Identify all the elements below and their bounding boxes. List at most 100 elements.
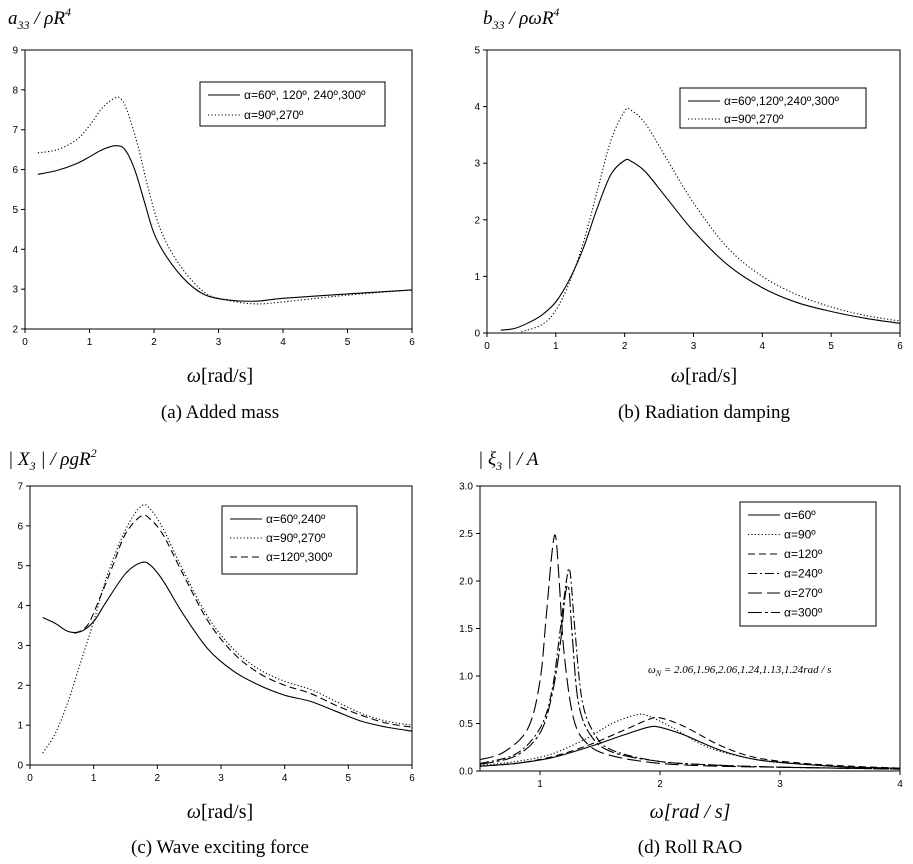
plot-a-xtick-label: 2 [151,337,157,348]
plot-c-xtick-label: 5 [346,773,352,784]
plot-d-series-5 [480,534,900,770]
plot-c-xtick-label: 0 [27,773,33,784]
panel-a-ylabel: a33 / ρR4 [8,5,71,32]
plot-c-ytick-label: 7 [17,482,23,493]
plot-layer: 0 1 2 3 4 5 6 2 3 4 5 6 7 8 9 α=60º, 120º, 240º,300º α=9… [12,46,903,791]
plot-d-legend-entry: α=270º [784,586,823,600]
plot-b-series-1 [500,158,900,331]
plot-b-xtick-label: 3 [691,341,697,352]
panel-a-xlabel: ω[rad/s] [187,365,253,387]
plot-d-legend: α=60º α=90º α=120º α=240º α=270º α=300º [739,501,877,627]
plot-c-ytick-label: 5 [17,561,23,572]
plot-a-xtick-label: 4 [280,337,286,348]
plot-a-ytick-label: 2 [12,325,18,336]
plot-a-ytick-label: 7 [12,125,18,136]
plot-d-legend-entry: α=60º [784,508,816,522]
plot-a: 0 1 2 3 4 5 6 2 3 4 5 6 7 8 9 α=60º, 120º, 240º,300º α=9… [12,46,415,349]
panel-c: | X3 | / ρgR2 ω[rad/s] (c) Wave exciting… [8,446,309,858]
plot-b-ytick-label: 2 [474,215,480,226]
plot-a-ytick-label: 6 [12,165,18,176]
plot-b-ytick-label: 3 [474,159,480,170]
panel-d-annotation: ωN = 2.06,1.96,2.06,1.24,1.13,1.24rad / … [648,664,831,678]
plot-b-ytick-label: 4 [474,102,480,113]
plot-b-xtick-label: 1 [553,341,559,352]
plot-b-ytick-label: 0 [474,329,480,340]
plot-b: 0 1 2 3 4 5 6 0 1 2 3 4 5 α=60º,120º,240º,300º α=90º,2… [474,46,903,353]
plot-a-ytick-label: 5 [12,205,18,216]
panel-b-ylabel: b33 / ρωR4 [483,5,559,32]
plot-c-ytick-label: 4 [17,601,23,612]
plot-d-series-1 [480,725,900,769]
plot-b-ytick-label: 1 [474,272,480,283]
panel-d-caption: (d) Roll RAO [638,837,743,858]
plot-d-ytick-label: 1.5 [459,624,473,635]
panel-a: a33 / ρR4 ω[rad/s] (a) Added mass [8,5,279,423]
panel-a-caption: (a) Added mass [161,402,279,423]
plot-a-ytick-label: 8 [12,85,18,96]
plot-c-series-2 [42,504,412,754]
plot-a-xtick-label: 6 [409,337,415,348]
plot-a-legend-entry: α=90º,270º [244,108,304,122]
plot-a-series-1 [37,145,412,302]
plot-a-ytick-label: 4 [12,245,18,256]
plot-d-legend-entry: α=300º [784,606,823,620]
plot-c-xtick-label: 1 [91,773,97,784]
plot-d-legend-entry: α=120º [784,547,823,561]
plot-c-series-1 [42,561,412,732]
panel-c-xlabel: ω[rad/s] [187,801,253,823]
plot-b-xtick-label: 6 [897,341,903,352]
plot-c-legend: α=60º,240º α=90º,270º α=120º,300º [221,505,358,575]
plot-c-legend-entry: α=90º,270º [266,531,326,545]
panel-b-xlabel: ω[rad/s] [671,365,737,387]
plot-a-legend: α=60º, 120º, 240º,300º α=90º,270º [199,81,386,127]
plot-d-ytick-label: 1.0 [459,672,473,683]
panel-d-xlabel: ω[rad / s] [650,801,731,823]
plot-d-ytick-label: 2.0 [459,577,473,588]
plot-a-xtick-label: 3 [216,337,222,348]
plot-c-ytick-label: 1 [17,721,23,732]
plot-b-xtick-label: 4 [760,341,766,352]
plot-c-series-3 [74,514,412,728]
plot-a-legend-box [199,81,386,127]
plot-b-ytick-label: 5 [474,46,480,57]
plot-a-xtick-label: 5 [345,337,351,348]
plot-c-legend-entry: α=60º,240º [266,512,326,526]
panel-d-ylabel: | ξ3 | / A [478,449,539,473]
plot-c-xtick-label: 4 [282,773,288,784]
plot-b-xtick-label: 5 [828,341,834,352]
plot-d-xtick-label: 2 [657,779,663,790]
plot-c-ytick-label: 2 [17,681,23,692]
plot-b-xtick-label: 0 [484,341,490,352]
panel-b-caption: (b) Radiation damping [618,402,791,423]
plot-a-ytick-label: 9 [12,46,18,57]
plot-b-legend-entry: α=90º,270º [724,112,784,126]
panel-b: b33 / ρωR4 ω[rad/s] (b) Radiation dampin… [483,5,791,423]
plot-d-xtick-label: 3 [777,779,783,790]
plot-c-xtick-label: 3 [218,773,224,784]
plot-a-series-2 [37,96,412,305]
plot-c-ytick-label: 3 [17,641,23,652]
plot-d-xtick-label: 4 [897,779,903,790]
panel-c-ylabel: | X3 | / ρgR2 [8,446,97,473]
plot-d-series-6 [480,584,900,770]
plot-d-ytick-label: 0.0 [459,767,473,778]
plot-c-xtick-label: 2 [155,773,161,784]
plot-d-ytick-label: 3.0 [459,482,473,493]
plot-d-legend-entry: α=90º [784,528,816,542]
plot-c-ytick-label: 6 [17,521,23,532]
plot-a-legend-entry: α=60º, 120º, 240º,300º [244,88,366,102]
plot-d-legend-entry: α=240º [784,567,823,581]
panel-c-caption: (c) Wave exciting force [131,837,309,858]
plot-a-xtick-label: 0 [22,337,28,348]
plot-b-legend-entry: α=60º,120º,240º,300º [724,94,840,108]
plot-a-xtick-label: 1 [87,337,93,348]
plot-d-series-2 [480,713,900,769]
plot-b-legend-box [679,87,867,129]
plot-d-ytick-label: 2.5 [459,529,473,540]
panel-d: | ξ3 | / A ω[rad / s] (d) Roll RAO ωN = … [478,449,831,858]
plot-d: 1 2 3 4 0.0 0.5 1.0 1.5 2.0 2.5 3.0 α=60º α=90º α=120… [459,482,903,791]
plot-d-ytick-label: 0.5 [459,719,473,730]
plot-d-xtick-label: 1 [537,779,543,790]
plot-d-legend-box [739,501,877,627]
